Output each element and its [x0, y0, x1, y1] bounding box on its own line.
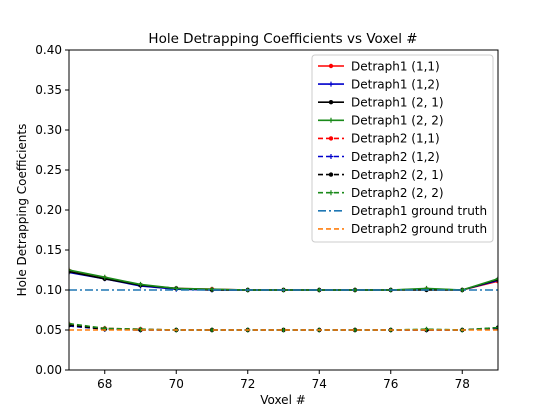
y-tick-label: 0.00 [35, 363, 62, 377]
y-axis-label: Hole Detrapping Coefficients [15, 124, 29, 297]
y-tick-label: 0.15 [35, 243, 62, 257]
legend-marker [328, 117, 334, 123]
series-line-4 [69, 269, 498, 291]
data-point [495, 276, 498, 282]
legend-label: Detraph2 ground truth [351, 222, 487, 236]
legend: Detraph1 (1,1) Detraph1 (1,2) Detraph1 (2,… [311, 54, 494, 243]
legend-label: Detraph2 (2, 2) [351, 186, 444, 200]
legend-marker [328, 190, 334, 196]
data-point [102, 274, 108, 280]
legend-box [311, 54, 494, 243]
y-tick-label: 0.25 [35, 163, 62, 177]
data-point [69, 321, 72, 327]
legend-label: Detraph1 (1,1) [351, 59, 440, 73]
series-line-3 [69, 270, 498, 291]
y-tick-label: 0.35 [35, 83, 62, 97]
legend-label: Detraph1 (2, 1) [351, 96, 444, 110]
y-tick-label: 0.20 [35, 203, 62, 217]
y-tick-label: 0.05 [35, 323, 62, 337]
legend-marker [328, 136, 334, 141]
chart-title: Hole Detrapping Coefficients vs Voxel # [148, 31, 417, 47]
legend-marker [328, 100, 334, 105]
legend-marker [328, 81, 334, 87]
legend-marker [328, 172, 334, 177]
legend-label: Detraph1 ground truth [351, 204, 487, 218]
x-tick-label: 72 [240, 377, 255, 391]
legend-label: Detraph2 (1,1) [351, 132, 440, 146]
y-tick-label: 0.40 [35, 43, 62, 57]
legend-label: Detraph2 (2, 1) [351, 168, 444, 182]
x-tick-label: 76 [383, 377, 398, 391]
series-line-2 [69, 271, 498, 291]
x-tick-label: 68 [97, 377, 112, 391]
data-point [138, 281, 143, 287]
data-point [495, 325, 498, 331]
x-tick-label: 70 [169, 377, 184, 391]
legend-label: Detraph2 (1,2) [351, 150, 440, 164]
x-tick-label: 78 [455, 377, 470, 391]
legend-marker [328, 63, 334, 69]
series-group [69, 267, 498, 333]
legend-marker [328, 154, 334, 159]
x-axis-label: Voxel # [260, 393, 306, 407]
legend-label: Detraph1 (2, 2) [351, 114, 444, 128]
y-tick-label: 0.30 [35, 123, 62, 137]
legend-label: Detraph1 (1,2) [351, 77, 440, 91]
plot-area: 0.00 0.05 0.10 0.15 0.20 0.25 0.30 0.35 0.40 68 70… [35, 43, 499, 391]
data-point [69, 267, 72, 273]
x-tick-label: 74 [312, 377, 327, 391]
series-line-1 [69, 270, 498, 291]
y-tick-label: 0.10 [35, 283, 62, 297]
